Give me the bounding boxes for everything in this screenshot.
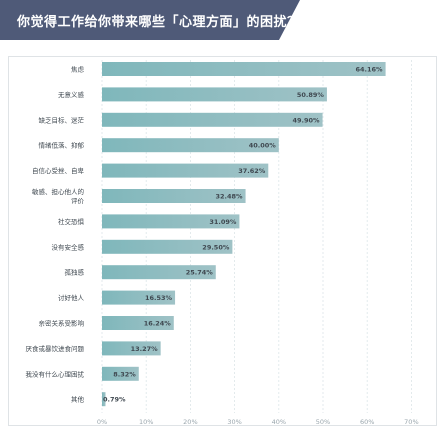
value-label: 49.90% — [292, 116, 320, 124]
bars — [102, 62, 386, 407]
category-label: 厌食或暴饮进食问题 — [26, 344, 85, 353]
bar — [102, 265, 216, 280]
category-label: 没有安全感 — [52, 242, 85, 251]
bar — [102, 189, 246, 203]
bar — [102, 138, 279, 153]
bar — [102, 163, 269, 178]
value-label: 16.24% — [144, 320, 172, 328]
bar — [102, 239, 233, 254]
value-label: 0.79% — [103, 396, 126, 404]
x-tick-label: 0% — [97, 418, 107, 426]
x-tick-label: 40% — [272, 418, 286, 426]
labels: 64.16% 焦虑 50.89% 无意义感 49.90% 缺乏目标、迷茫 40.00% 情绪低… — [26, 65, 384, 404]
category-label: 缺乏目标、迷茫 — [39, 115, 85, 124]
bar — [102, 62, 386, 76]
x-tick-label: 20% — [183, 418, 197, 426]
value-label: 13.27% — [131, 345, 159, 353]
value-label: 32.48% — [215, 193, 243, 201]
category-label: 讨好他人 — [58, 293, 85, 302]
category-label: 孤独感 — [65, 268, 85, 277]
value-label: 40.00% — [249, 142, 277, 150]
x-tick-label: 70% — [404, 418, 418, 426]
x-tick-label: 60% — [360, 418, 374, 426]
category-label: 其他 — [71, 395, 85, 404]
bar — [102, 290, 176, 305]
bar — [102, 316, 174, 330]
category-label: 社交恐惧 — [58, 217, 85, 226]
x-axis-ticks: 0% 10% 20% 30% 40% 50% 60% 70% — [97, 418, 419, 426]
value-label: 64.16% — [356, 66, 384, 74]
bar — [102, 341, 161, 356]
value-label: 31.09% — [209, 218, 237, 226]
x-tick-label: 30% — [227, 418, 241, 426]
category-label: 亲密关系受影响 — [39, 319, 85, 328]
bar — [102, 392, 106, 407]
value-label: 50.89% — [297, 91, 325, 99]
grid-lines — [101, 60, 412, 413]
category-label: 情绪低落、抑郁 — [39, 141, 85, 150]
value-label: 16.53% — [145, 294, 173, 302]
category-label: 我没有什么心理困扰 — [26, 369, 85, 378]
bar — [102, 87, 327, 102]
value-label: 29.50% — [202, 243, 230, 251]
bar — [102, 112, 323, 127]
chart-frame — [8, 56, 437, 426]
x-tick-label: 50% — [316, 418, 330, 426]
chart-title: 你觉得工作给你带来哪些「心理方面」的困扰？ — [17, 15, 301, 30]
x-tick-label: 10% — [139, 418, 153, 426]
category-label: 焦虑 — [71, 65, 85, 74]
bar — [102, 214, 240, 229]
category-label: 敏感、担心他人的评价 — [32, 187, 85, 205]
category-label: 自信心受挫、自卑 — [32, 166, 85, 175]
value-label: 25.74% — [186, 269, 214, 277]
bar — [102, 366, 139, 381]
title-banner — [0, 0, 300, 40]
category-label: 无意义感 — [58, 90, 85, 99]
value-label: 8.32% — [113, 370, 136, 378]
value-label: 37.62% — [238, 167, 266, 175]
